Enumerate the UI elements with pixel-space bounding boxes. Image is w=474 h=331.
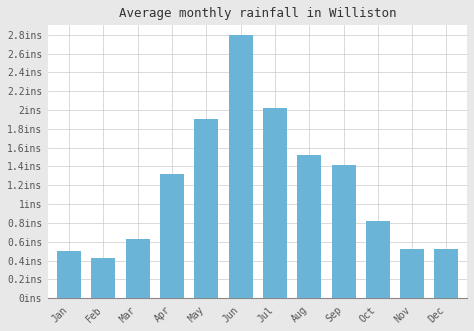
Bar <box>263 108 287 298</box>
Bar <box>57 251 81 298</box>
Bar <box>435 249 458 298</box>
Bar <box>194 119 219 298</box>
Bar <box>91 258 115 298</box>
Title: Average monthly rainfall in Williston: Average monthly rainfall in Williston <box>119 7 396 20</box>
Bar <box>366 221 390 298</box>
Bar <box>331 165 356 298</box>
Bar <box>228 35 253 298</box>
Bar <box>126 239 150 298</box>
Bar <box>400 249 424 298</box>
Bar <box>297 155 321 298</box>
Bar <box>160 174 184 298</box>
